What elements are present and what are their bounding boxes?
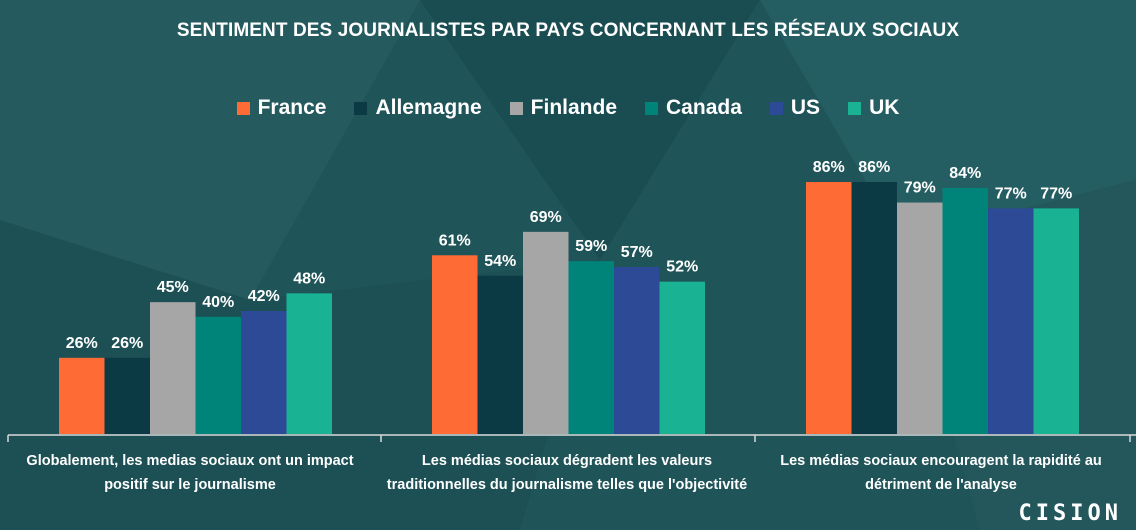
bar-canada-3 — [942, 187, 988, 434]
category-label-3: Les médias sociaux encouragent la rapidi… — [780, 453, 1102, 493]
data-label: 45% — [157, 279, 189, 296]
legend-swatch — [848, 101, 862, 115]
bar-finlande-3 — [897, 202, 943, 434]
bar-france-1 — [59, 357, 105, 434]
legend-item-5: US — [769, 96, 821, 120]
bar-finlande-1 — [150, 302, 196, 434]
bar-allemagne-2 — [477, 275, 523, 434]
legend-item-4: Canada — [645, 96, 742, 120]
cision-logo: CISION — [1018, 501, 1122, 526]
legend-label: US — [790, 96, 821, 119]
bar-uk-1 — [286, 293, 332, 434]
category-label-2: Les médias sociaux dégradent les valeurs… — [386, 453, 748, 493]
legend-swatch — [769, 101, 783, 115]
data-label: 77% — [1040, 185, 1072, 202]
category-label-1: Globalement, les medias sociaux ont un i… — [26, 453, 354, 493]
data-label: 26% — [111, 335, 143, 352]
legend-label: Finlande — [530, 96, 618, 119]
bar-finlande-2 — [523, 231, 569, 434]
bar-uk-3 — [1033, 208, 1079, 434]
chart-title: SENTIMENT DES JOURNALISTES PAR PAYS CONC… — [176, 20, 960, 41]
legend-item-2: Allemagne — [354, 96, 482, 120]
data-label: 40% — [202, 294, 234, 311]
bar-france-2 — [432, 255, 478, 434]
legend-swatch — [236, 101, 250, 115]
data-label: 86% — [858, 159, 890, 176]
bar-us-2 — [614, 266, 660, 434]
data-label: 52% — [666, 259, 698, 276]
data-label: 86% — [813, 159, 845, 176]
legend-swatch — [354, 101, 368, 115]
bar-allemagne-3 — [851, 182, 897, 434]
legend-label: France — [257, 96, 327, 119]
legend-label: Canada — [666, 96, 742, 119]
data-label: 54% — [484, 253, 516, 270]
data-label: 61% — [439, 232, 471, 249]
bar-us-3 — [988, 208, 1034, 434]
bar-france-3 — [806, 182, 852, 434]
bar-canada-1 — [195, 316, 241, 434]
data-label: 59% — [575, 238, 607, 255]
bar-us-1 — [241, 310, 287, 434]
bar-canada-2 — [568, 261, 614, 434]
legend-item-6: UK — [848, 96, 899, 120]
bar-allemagne-1 — [104, 357, 150, 434]
data-label: 26% — [66, 335, 98, 352]
bar-uk-2 — [659, 281, 705, 434]
data-label: 42% — [248, 288, 280, 305]
legend-item-1: France — [236, 96, 327, 120]
data-label: 57% — [621, 244, 653, 261]
legend-item-3: Finlande — [509, 96, 618, 120]
legend-label: Allemagne — [375, 96, 482, 119]
data-label: 79% — [904, 180, 936, 197]
data-label: 77% — [995, 185, 1027, 202]
legend-label: UK — [869, 96, 900, 119]
legend: France Allemagne Finlande Canada US UK — [0, 96, 1136, 120]
legend-swatch — [509, 101, 523, 115]
legend-swatch — [645, 101, 659, 115]
data-label: 69% — [530, 209, 562, 226]
data-label: 84% — [949, 165, 981, 182]
data-label: 48% — [293, 270, 325, 287]
